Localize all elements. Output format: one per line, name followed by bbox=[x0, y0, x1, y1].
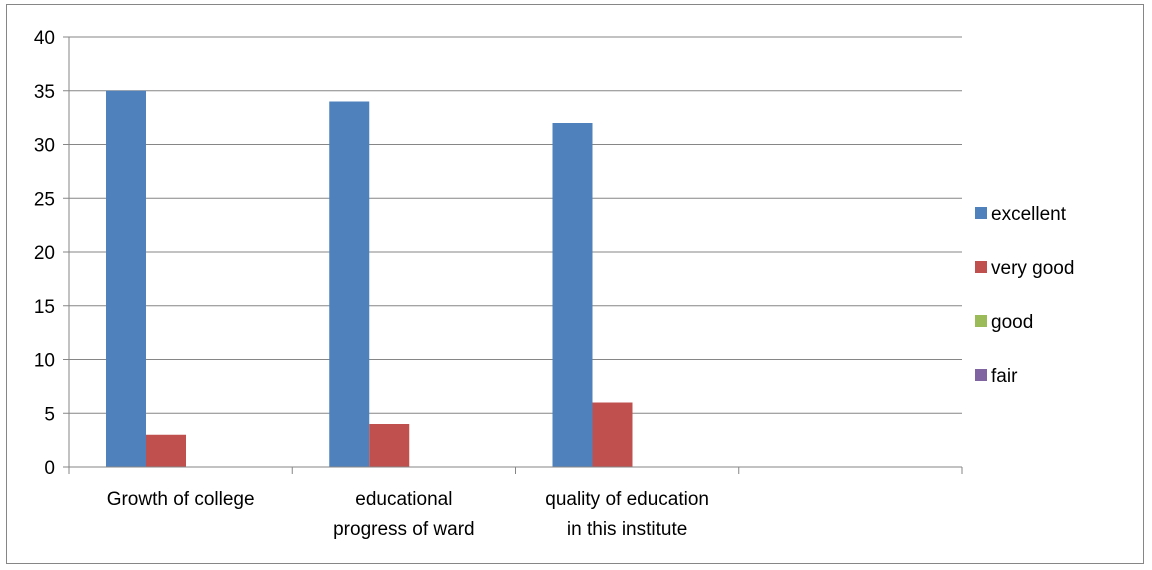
bar-very-good-3 bbox=[592, 402, 633, 467]
legend-swatch-excellent bbox=[975, 207, 987, 219]
axes bbox=[63, 36, 963, 474]
bar-excellent-3 bbox=[552, 123, 593, 467]
y-tick-label: 0 bbox=[44, 458, 55, 479]
legend-label-very-good: very good bbox=[991, 258, 1074, 279]
chart-frame: 0 5 10 15 20 25 30 35 40 Growth of college educat… bbox=[6, 4, 1144, 564]
legend-swatch-fair bbox=[975, 369, 987, 381]
y-tick-label: 30 bbox=[34, 136, 55, 157]
legend-label-excellent: excellent bbox=[991, 204, 1067, 225]
x-tick-labels: Growth of college educational progress of … bbox=[107, 489, 709, 540]
x-tick-label: Growth of college bbox=[107, 489, 255, 510]
legend-swatch-good bbox=[975, 315, 987, 327]
bar-chart: 0 5 10 15 20 25 30 35 40 Growth of college educat… bbox=[34, 28, 1075, 540]
x-tick-label: in this institute bbox=[567, 519, 687, 540]
legend-label-good: good bbox=[991, 312, 1033, 333]
y-tick-label: 10 bbox=[34, 351, 55, 372]
bar-excellent-2 bbox=[329, 101, 370, 467]
bar-very-good-1 bbox=[146, 434, 186, 467]
bar-excellent-1 bbox=[106, 90, 146, 467]
legend-label-fair: fair bbox=[991, 366, 1018, 387]
y-tick-label: 20 bbox=[34, 243, 55, 264]
y-tick-label: 40 bbox=[34, 28, 55, 49]
y-tick-label: 15 bbox=[34, 297, 55, 318]
x-tick-label: quality of education bbox=[545, 489, 709, 510]
y-tick-labels: 0 5 10 15 20 25 30 35 40 bbox=[34, 28, 55, 479]
x-tick-label: educational bbox=[355, 489, 452, 510]
legend: excellent very good good fair bbox=[975, 204, 1074, 387]
bars bbox=[106, 90, 633, 467]
y-tick-label: 5 bbox=[44, 404, 55, 425]
bar-very-good-2 bbox=[369, 424, 410, 467]
y-tick-label: 25 bbox=[34, 189, 55, 210]
y-tick-label: 35 bbox=[34, 82, 55, 103]
legend-swatch-very-good bbox=[975, 261, 987, 273]
gridlines bbox=[69, 36, 962, 414]
x-tick-label: progress of ward bbox=[333, 519, 475, 540]
